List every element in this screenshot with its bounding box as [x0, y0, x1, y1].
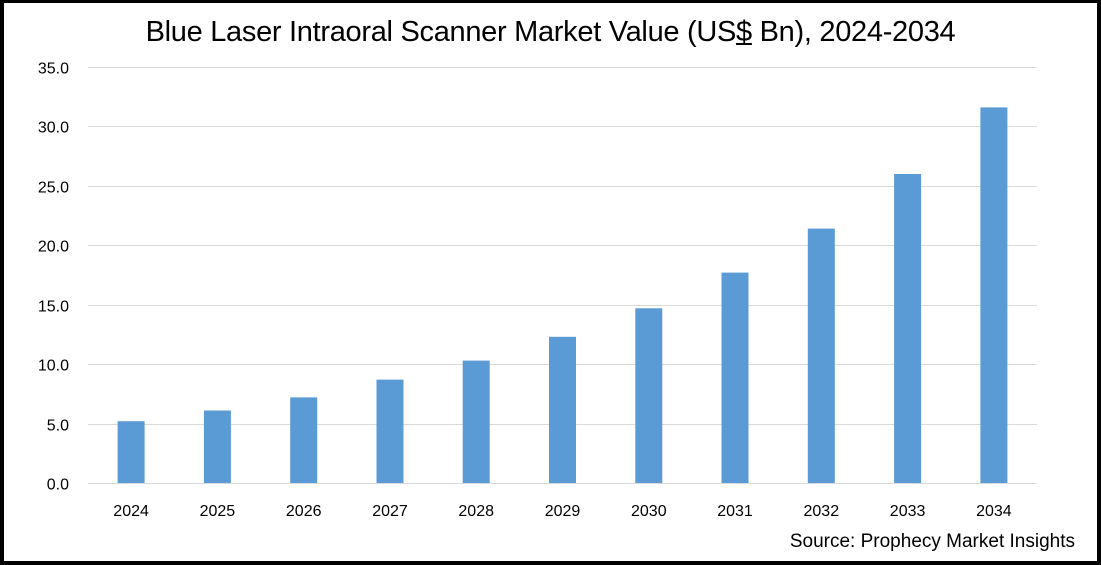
y-tick-label: 25.0 — [38, 180, 69, 197]
chart-title-part-1: Blue Laser Intraoral Scanner Market Valu… — [145, 16, 737, 48]
x-tick-label: 2027 — [372, 503, 408, 520]
bar-2034 — [980, 107, 1008, 484]
x-tick-label: 2026 — [286, 503, 322, 520]
bar-2033 — [894, 174, 922, 483]
bars — [117, 107, 1008, 484]
x-tick-label: 2033 — [890, 503, 926, 520]
y-tick-label: 30.0 — [38, 120, 69, 137]
bar-2027 — [376, 379, 404, 483]
bar-2031 — [721, 272, 749, 483]
x-tick-label: 2024 — [113, 503, 149, 520]
y-tick-label: 5.0 — [47, 418, 69, 435]
y-axis-tick-labels: 0.0 5.0 10.0 15.0 20.0 25.0 30.0 35.0 — [38, 61, 69, 494]
y-tick-label: 20.0 — [38, 239, 69, 256]
bar-2025 — [203, 410, 231, 483]
source-note: Source: Prophecy Market Insights — [789, 531, 1075, 552]
y-tick-label: 35.0 — [38, 61, 69, 78]
x-tick-label: 2028 — [458, 503, 494, 520]
y-tick-label: 0.0 — [47, 477, 69, 494]
x-tick-label: 2025 — [200, 503, 236, 520]
bar-2024 — [117, 421, 145, 483]
chart-title-part-2: Bn), 2024-2034 — [751, 16, 956, 48]
x-tick-label: 2030 — [631, 503, 667, 520]
bar-2026 — [290, 397, 318, 483]
x-axis-tick-labels: 2024 2025 2026 2027 2028 2029 2030 2031 2032 2033… — [113, 503, 1011, 520]
chart-title: Blue Laser Intraoral Scanner Market Valu… — [0, 16, 1101, 49]
bar-2029 — [549, 336, 576, 483]
x-tick-label: 2031 — [717, 503, 753, 520]
x-tick-label: 2034 — [976, 503, 1012, 520]
y-tick-label: 10.0 — [38, 358, 69, 375]
x-tick-label: 2029 — [545, 503, 581, 520]
bar-2028 — [462, 360, 490, 483]
chart-title-dollar: $ — [736, 16, 752, 48]
bar-2030 — [635, 308, 663, 483]
x-tick-label: 2032 — [804, 503, 840, 520]
y-tick-label: 15.0 — [38, 299, 69, 316]
bar-2032 — [807, 228, 835, 483]
